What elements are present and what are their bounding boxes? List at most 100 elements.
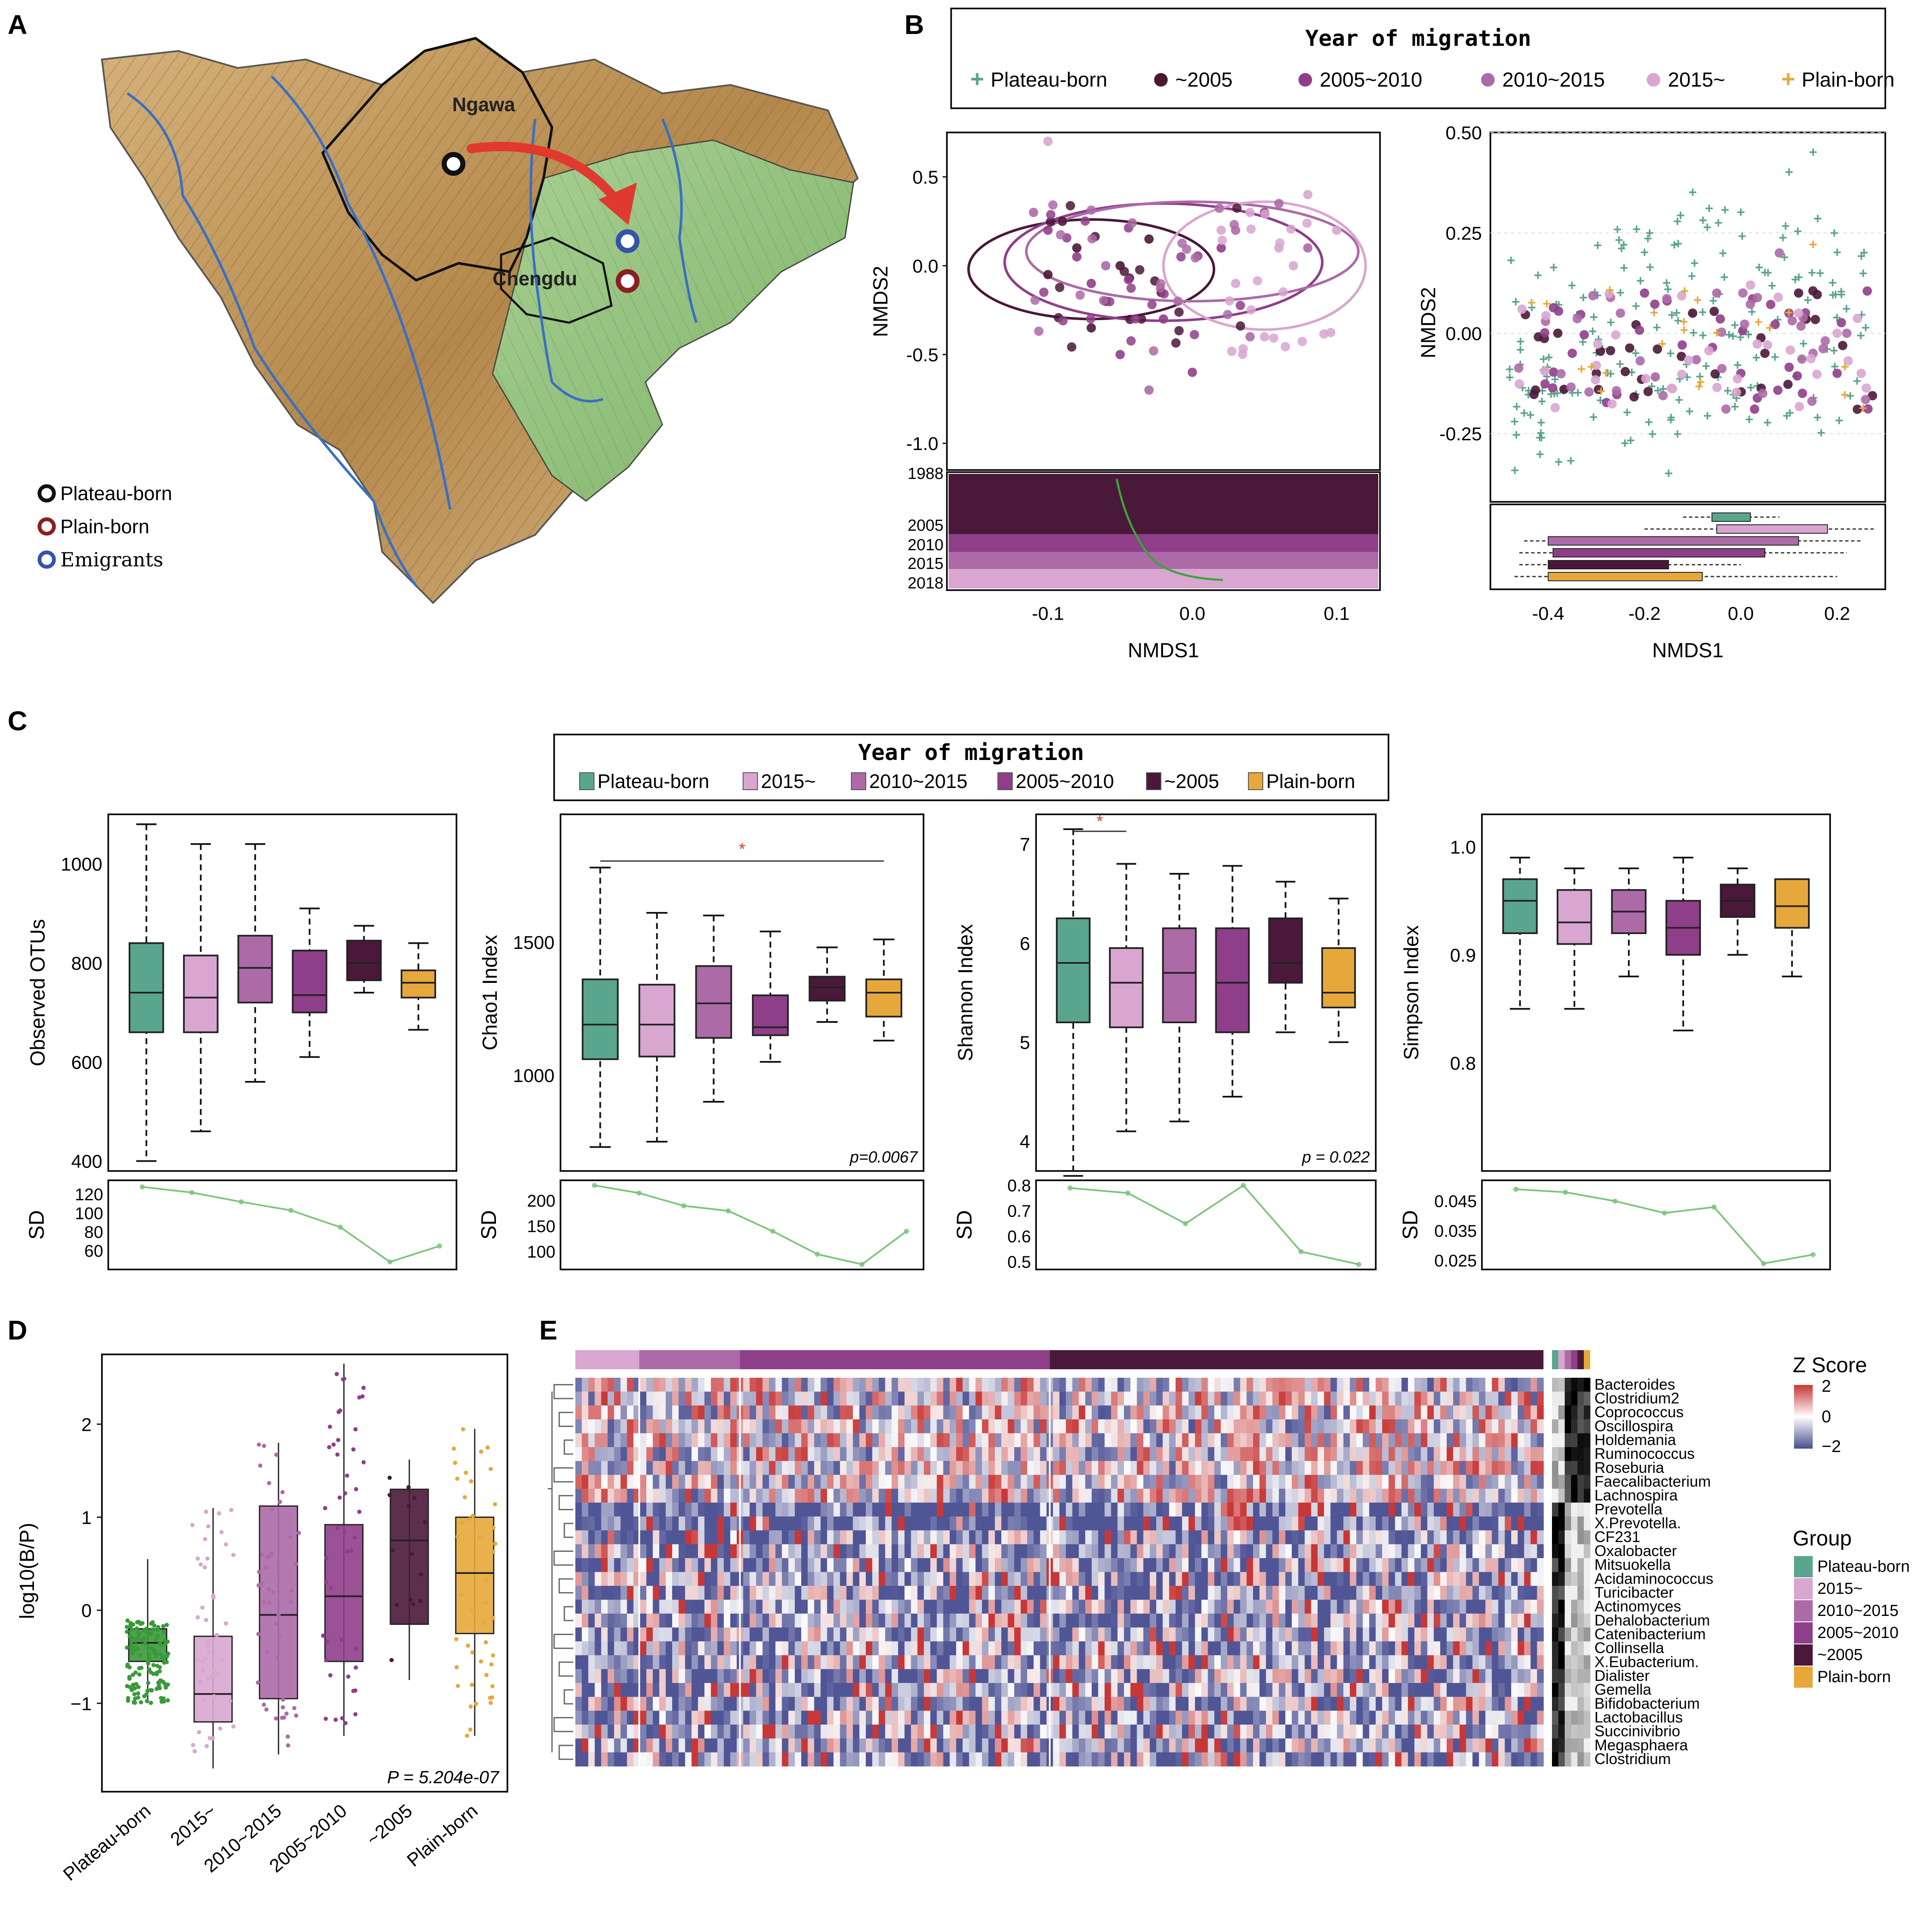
- e-heat-cell: [1104, 1627, 1112, 1642]
- b-left-point: [1048, 200, 1058, 210]
- e-heat-cell: [685, 1544, 692, 1559]
- e-heat-cell: [1253, 1613, 1260, 1628]
- e-heat-cell: [730, 1405, 737, 1420]
- e-heat-cell: [898, 1655, 905, 1669]
- e-heat-cell: [1343, 1503, 1350, 1517]
- e-heat-cell: [1156, 1655, 1163, 1669]
- e-heat-cell: [956, 1669, 963, 1683]
- e-heat-cell: [1259, 1572, 1266, 1586]
- e-heat-cell: [1020, 1461, 1028, 1475]
- e-heat-cell: [943, 1405, 950, 1420]
- e-heat-cell: [782, 1669, 789, 1683]
- e-heat-cell: [834, 1599, 840, 1614]
- b-right-point: +: [1724, 383, 1732, 399]
- e-heat-cell: [588, 1544, 595, 1559]
- e-heat-cell: [1034, 1489, 1040, 1503]
- e-heat-cell: [814, 1586, 821, 1600]
- e-heat-cell: [614, 1724, 621, 1739]
- e-heat-cell: [1175, 1655, 1183, 1669]
- b-right-point: +: [1511, 462, 1519, 478]
- e-heat-cell: [1318, 1503, 1324, 1517]
- e-heat-cell: [917, 1641, 924, 1656]
- e-heat-cell: [827, 1405, 834, 1420]
- e-heat-cell: [853, 1503, 860, 1517]
- e-heat-cell: [891, 1530, 898, 1545]
- e-heat-cell: [814, 1516, 821, 1531]
- e-heat-cell: [685, 1516, 692, 1531]
- e-heat-cell: [775, 1641, 782, 1656]
- e-heat-cell: [1214, 1489, 1221, 1503]
- e-heat-cell: [924, 1669, 931, 1683]
- e-heat-cell: [1369, 1503, 1376, 1517]
- e-heat-cell: [1324, 1391, 1331, 1406]
- e-heat-cell: [917, 1558, 924, 1573]
- e-heat-cell: [1259, 1489, 1266, 1503]
- d-jitter-point: [203, 1657, 208, 1661]
- e-heat-cell: [808, 1489, 814, 1503]
- e-heat-cell: [1511, 1627, 1518, 1642]
- e-heat-cell: [1001, 1419, 1008, 1434]
- e-heat-cell: [1098, 1475, 1105, 1489]
- e-heat-cell: [1085, 1711, 1092, 1725]
- e-heat-cell: [1175, 1697, 1183, 1711]
- legend-icon-plateau: [37, 484, 56, 503]
- c-sig-star: *: [1096, 812, 1103, 831]
- b-right-point: [1766, 300, 1776, 310]
- e-heat-cell: [1427, 1572, 1434, 1586]
- e-heat-cell: [1259, 1627, 1266, 1642]
- e-heat-cell: [1304, 1544, 1312, 1559]
- b-right-point: +: [1755, 259, 1763, 276]
- e-heat-cell: [601, 1530, 608, 1545]
- e-heat-cell: [1318, 1433, 1324, 1447]
- e-heat-cell: [840, 1544, 847, 1559]
- e-heat-cell: [749, 1558, 757, 1573]
- panel-label-d: D: [8, 1315, 27, 1345]
- e-heat-cell: [685, 1419, 692, 1434]
- e-heat-cell: [1137, 1447, 1144, 1461]
- e-heat-cell: [711, 1669, 718, 1683]
- e-heat-cell: [1453, 1405, 1460, 1420]
- e-heat-cell: [1395, 1405, 1402, 1420]
- e-heat-cell: [995, 1599, 1002, 1614]
- e-heat-cell: [1201, 1544, 1208, 1559]
- e-heat-cell: [1304, 1378, 1312, 1392]
- e-heat-cell: [1363, 1461, 1370, 1475]
- e-heat-cell: [601, 1544, 608, 1559]
- e-heat-cell: [1530, 1683, 1538, 1697]
- e-heat-cell: [762, 1711, 769, 1725]
- e-heat-cell: [1537, 1683, 1544, 1697]
- d-jitter-point: [206, 1638, 211, 1643]
- e-heat-cell: [1072, 1489, 1079, 1503]
- e-heat-cell: [1530, 1461, 1538, 1475]
- e-heat-cell: [1085, 1697, 1092, 1711]
- e-heat-cell: [1124, 1447, 1131, 1461]
- e-heat-cell: [1427, 1697, 1434, 1711]
- e-heat-cell: [1427, 1419, 1434, 1434]
- e-heat-cell: [1227, 1572, 1234, 1586]
- e-heat-cell: [620, 1530, 628, 1545]
- e-heat-cell: [691, 1378, 698, 1392]
- e-heat-cell: [1279, 1711, 1286, 1725]
- e-heat-cell: [1363, 1697, 1370, 1711]
- e-heat-cell: [1214, 1711, 1221, 1725]
- e-heat-cell: [904, 1669, 911, 1683]
- panel-label-b: B: [904, 9, 924, 40]
- e-heat-cell: [704, 1461, 711, 1475]
- e-heat-cell: [801, 1503, 808, 1517]
- e-heat-cell: [1492, 1586, 1499, 1600]
- e-heat-cell: [1014, 1627, 1021, 1642]
- b-right-point: +: [1833, 245, 1842, 261]
- e-heat-cell: [1234, 1711, 1241, 1725]
- e-heat-cell: [1072, 1391, 1079, 1406]
- e-heat-cell: [904, 1433, 911, 1447]
- d-jitter-point: [166, 1682, 170, 1687]
- e-heat-cell: [924, 1724, 931, 1739]
- e-heat-cell: [685, 1655, 692, 1669]
- d-xtick-5: Plain-born: [403, 1800, 482, 1871]
- e-heat-cell: [704, 1558, 711, 1573]
- e-heat-cell: [646, 1558, 653, 1573]
- e-heat-cell: [1324, 1530, 1331, 1545]
- c-legend-swatch-1: [743, 772, 758, 790]
- e-heat-cell: [1163, 1655, 1169, 1669]
- b-right-point: [1540, 379, 1550, 389]
